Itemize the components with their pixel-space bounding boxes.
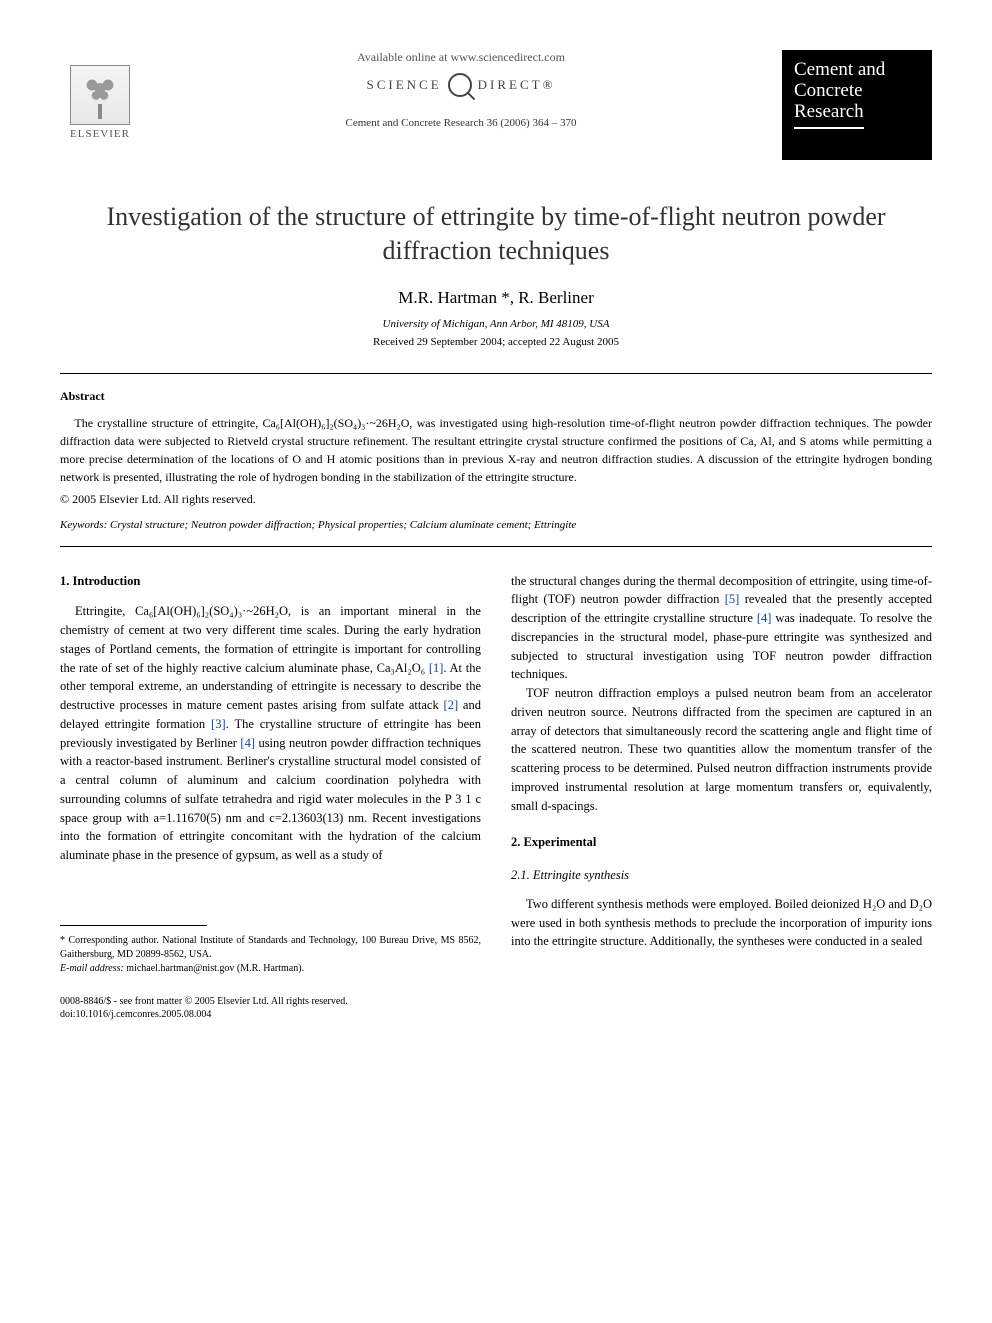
sciencedirect-icon — [448, 73, 472, 97]
keywords-label: Keywords: — [60, 519, 107, 531]
journal-logo: Cement and Concrete Research — [782, 50, 932, 160]
keywords-text: Crystal structure; Neutron powder diffra… — [107, 519, 576, 531]
affiliation: University of Michigan, Ann Arbor, MI 48… — [60, 318, 932, 330]
journal-logo-line2: Concrete — [794, 81, 920, 102]
available-online-text: Available online at www.sciencedirect.co… — [160, 50, 762, 65]
right-column: the structural changes during the therma… — [511, 572, 932, 976]
ref-link-5[interactable]: [5] — [725, 592, 740, 606]
email-address: michael.hartman@nist.gov (M.R. Hartman). — [124, 963, 304, 974]
footer-doi: doi:10.1016/j.cemconres.2005.08.004 — [60, 1009, 932, 1020]
elsevier-tree-icon — [70, 65, 130, 125]
experimental-heading: 2. Experimental — [511, 833, 932, 852]
dates: Received 29 September 2004; accepted 22 … — [60, 336, 932, 348]
ref-link-4b[interactable]: [4] — [757, 611, 772, 625]
center-header: Available online at www.sciencedirect.co… — [140, 50, 782, 129]
copyright: © 2005 Elsevier Ltd. All rights reserved… — [60, 492, 932, 507]
divider-top — [60, 373, 932, 374]
abstract-heading: Abstract — [60, 389, 932, 404]
elsevier-logo: ELSEVIER — [60, 50, 140, 140]
footnote-corresponding: * Corresponding author. National Institu… — [60, 934, 481, 962]
sciencedirect-logo: SCIENCE DIRECT® — [367, 73, 556, 97]
synthesis-subheading: 2.1. Ettringite synthesis — [511, 866, 932, 885]
elsevier-label: ELSEVIER — [70, 128, 130, 140]
synthesis-paragraph-1: Two different synthesis methods were emp… — [511, 895, 932, 951]
body-columns: 1. Introduction Ettringite, Ca₆[Al(OH)₆]… — [60, 572, 932, 976]
intro-paragraph-2: the structural changes during the therma… — [511, 572, 932, 685]
sciencedirect-left: SCIENCE — [367, 77, 442, 93]
article-title: Investigation of the structure of ettrin… — [80, 200, 912, 268]
divider-bottom — [60, 546, 932, 547]
intro-paragraph-1: Ettringite, Ca₆[Al(OH)₆]₂(SO₄)₃·~26H₂O, … — [60, 602, 481, 865]
ref-link-3[interactable]: [3] — [211, 717, 226, 731]
ref-link-4a[interactable]: [4] — [240, 736, 255, 750]
journal-reference: Cement and Concrete Research 36 (2006) 3… — [160, 117, 762, 129]
sciencedirect-right: DIRECT® — [478, 77, 556, 93]
keywords: Keywords: Crystal structure; Neutron pow… — [60, 519, 932, 531]
email-label: E-mail address: — [60, 963, 124, 974]
abstract-text: The crystalline structure of ettringite,… — [60, 414, 932, 486]
authors: M.R. Hartman *, R. Berliner — [60, 288, 932, 308]
intro-heading: 1. Introduction — [60, 572, 481, 591]
footer-issn: 0008-8846/$ - see front matter © 2005 El… — [60, 996, 932, 1007]
intro-paragraph-3: TOF neutron diffraction employs a pulsed… — [511, 684, 932, 815]
journal-logo-line1: Cement and — [794, 60, 920, 81]
footnote-divider — [60, 925, 207, 926]
journal-logo-line3: Research — [794, 102, 864, 129]
footnote-email: E-mail address: michael.hartman@nist.gov… — [60, 962, 481, 976]
ref-link-1[interactable]: [1] — [429, 661, 444, 675]
left-column: 1. Introduction Ettringite, Ca₆[Al(OH)₆]… — [60, 572, 481, 976]
ref-link-2[interactable]: [2] — [444, 698, 459, 712]
header-row: ELSEVIER Available online at www.science… — [60, 50, 932, 160]
